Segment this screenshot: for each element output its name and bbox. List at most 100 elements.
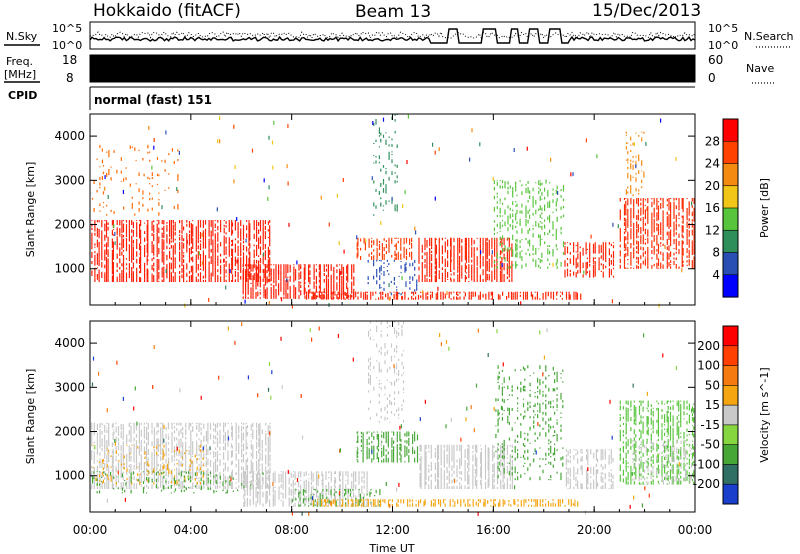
range-gate-cell [212,270,214,274]
range-gate-cell [295,287,297,292]
range-gate-cell [625,223,627,227]
range-gate-cell [163,239,165,242]
range-gate-cell [179,230,181,233]
range-gate-cell [220,268,222,272]
range-gate-cell [113,211,115,214]
range-gate-cell [319,275,321,280]
range-gate-cell [115,436,117,439]
range-gate-cell [199,240,202,243]
range-gate-cell [653,265,655,267]
range-gate-cell [625,243,627,245]
range-gate-cell [259,235,262,238]
range-gate-cell [99,186,101,189]
range-gate-cell [342,271,345,275]
range-gate-cell [122,452,124,454]
range-gate-cell [303,274,305,277]
range-gate-cell [381,249,383,253]
range-gate-cell [647,205,649,207]
range-gate-cell [199,224,202,227]
range-gate-cell [99,471,101,476]
range-gate-cell [256,252,258,257]
range-gate-cell [120,452,122,456]
range-gate-cell [112,248,114,250]
range-gate-cell [256,220,258,222]
range-gate-cell [341,264,343,266]
range-gate-cell [183,229,185,231]
range-gate-cell [246,225,248,227]
range-gate-cell [342,279,345,283]
range-gate-cell [96,256,98,261]
range-gate-cell [336,271,338,273]
range-gate-cell [660,238,662,240]
range-gate-cell [309,264,311,267]
range-gate-cell [204,229,207,232]
range-gate-cell [225,246,227,249]
scatter-point [596,154,598,159]
range-gate-cell [93,208,95,212]
range-gate-cell [161,272,163,276]
range-gate-cell [388,144,390,147]
range-gate-cell [550,292,552,296]
range-gate-cell [391,239,393,243]
range-gate-cell [666,256,668,260]
range-gate-cell [485,273,487,276]
range-gate-cell [168,173,170,175]
range-gate-cell [508,246,510,248]
range-gate-cell [295,277,297,281]
range-gate-cell [459,260,461,263]
range-gate-cell [662,200,664,203]
range-gate-cell [256,235,258,236]
range-gate-cell [512,253,514,257]
range-gate-cell [270,289,272,292]
range-gate-cell [403,252,405,256]
range-gate-cell [223,252,225,256]
range-gate-cell [494,252,496,256]
range-gate-cell [112,486,114,489]
range-gate-cell [627,186,629,189]
range-gate-cell [247,272,249,276]
range-gate-cell [420,295,422,298]
range-gate-cell [544,241,546,244]
range-gate-cell [169,262,171,265]
range-gate-cell [627,162,629,164]
range-gate-cell [325,280,328,285]
range-gate-cell [319,285,321,288]
range-gate-cell [131,146,133,148]
range-gate-cell [668,237,670,240]
range-gate-cell [538,258,540,260]
scatter-point [645,141,647,146]
range-gate-cell [166,274,168,279]
range-gate-cell [545,294,547,297]
range-gate-cell [525,208,527,213]
range-gate-cell [98,278,100,280]
range-gate-cell [104,460,106,462]
range-gate-cell [529,217,531,219]
range-gate-cell [471,270,473,275]
range-gate-cell [136,243,138,246]
range-gate-cell [686,260,688,263]
range-gate-cell [681,198,683,201]
range-gate-cell [673,252,675,256]
range-gate-cell [183,270,185,273]
range-gate-cell [197,245,199,250]
range-gate-cell [642,252,644,255]
range-gate-cell [304,290,306,294]
range-gate-cell [693,240,695,244]
range-gate-cell [269,220,271,223]
range-gate-cell [566,263,569,267]
range-gate-cell [598,244,600,246]
range-gate-cell [136,234,138,237]
range-gate-cell [293,286,295,290]
range-gate-cell [242,274,244,278]
range-gate-cell [378,127,380,129]
range-gate-cell [311,291,313,294]
range-gate-cell [202,259,204,262]
range-gate-cell [237,280,239,282]
range-gate-cell [647,237,649,241]
range-gate-cell [223,238,225,241]
range-gate-cell [111,220,113,223]
range-gate-cell [128,477,130,482]
range-gate-cell [231,274,234,278]
range-gate-cell [642,254,644,257]
range-gate-cell [293,277,295,282]
